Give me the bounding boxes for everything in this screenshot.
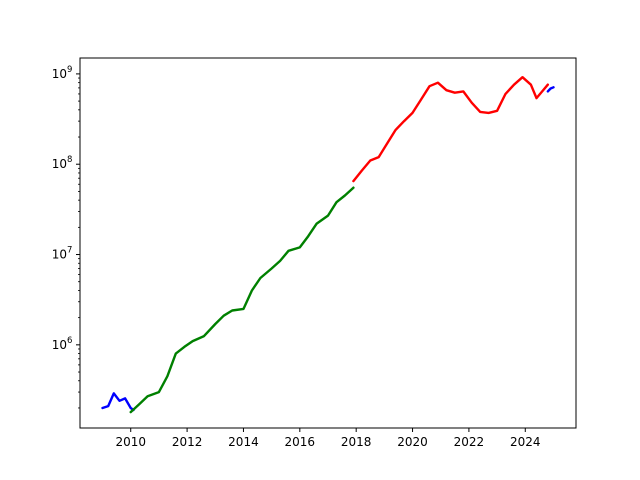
series-layer bbox=[101, 75, 555, 414]
y-tick-label: 10 bbox=[52, 67, 67, 81]
x-tick-label: 2020 bbox=[397, 435, 428, 449]
y-tick-label: 10 bbox=[52, 248, 67, 262]
y-tick-exponent: 7 bbox=[67, 246, 72, 256]
x-tick-label: 2012 bbox=[172, 435, 203, 449]
x-tick-label: 2024 bbox=[510, 435, 541, 449]
series-line-2 bbox=[352, 75, 549, 183]
y-tick-label: 10 bbox=[52, 157, 67, 171]
y-tick-exponent: 6 bbox=[67, 336, 72, 346]
x-tick-label: 2010 bbox=[115, 435, 146, 449]
x-tick-label: 2022 bbox=[454, 435, 485, 449]
y-tick-exponent: 9 bbox=[67, 65, 72, 75]
plot-area bbox=[80, 58, 576, 428]
series-line-0 bbox=[101, 392, 135, 412]
series-line-1 bbox=[129, 186, 355, 414]
x-tick-label: 2016 bbox=[285, 435, 316, 449]
series-line-3 bbox=[546, 86, 555, 93]
x-tick-label: 2014 bbox=[228, 435, 259, 449]
y-tick-label: 10 bbox=[52, 338, 67, 352]
x-tick-label: 2018 bbox=[341, 435, 372, 449]
x-axis: 2010 2012 2014 2016 2018 2020 2022 2024 bbox=[115, 428, 541, 449]
plot-frame bbox=[79, 57, 577, 429]
y-tick-exponent: 8 bbox=[67, 155, 72, 165]
